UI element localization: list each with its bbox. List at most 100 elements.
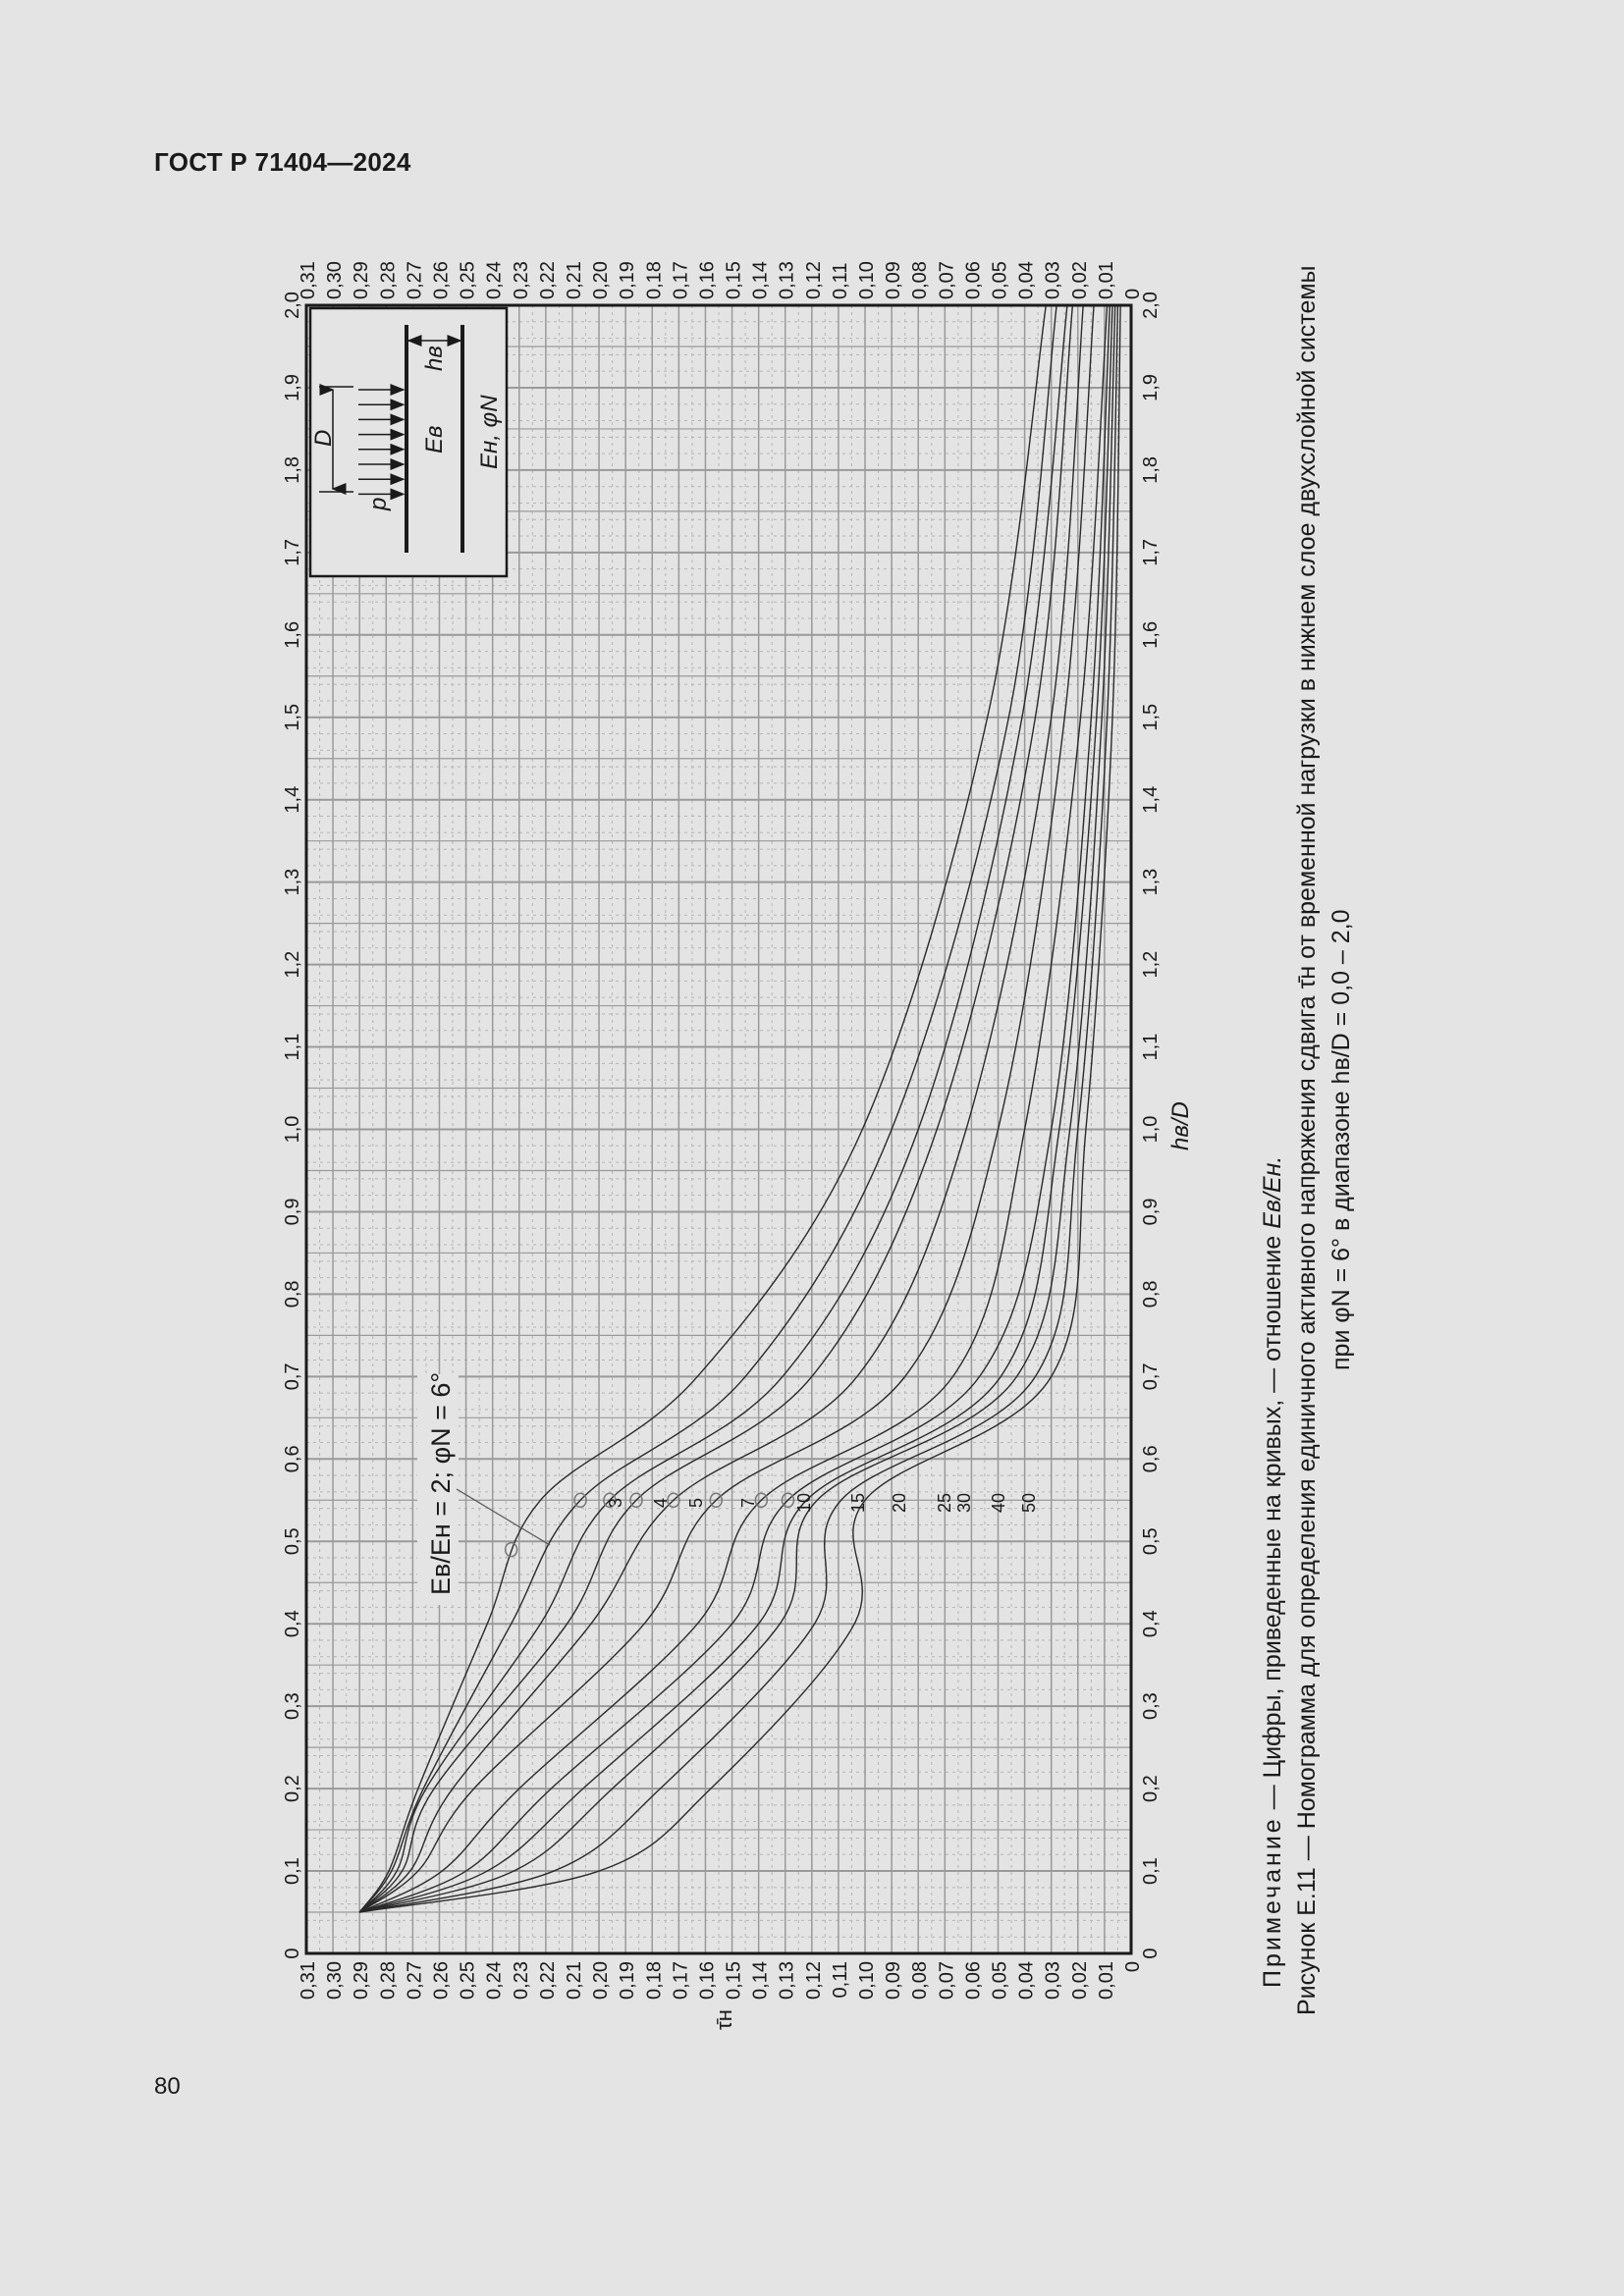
diameter-label: D <box>310 430 337 447</box>
svg-text:1,5: 1,5 <box>1140 704 1162 731</box>
tau-axis-label: τ̄н <box>712 2009 736 2030</box>
note-ratio: Eв/Eн. <box>1259 1155 1286 1229</box>
document-header: ГОСТ Р 71404—2024 <box>154 147 411 177</box>
thickness-label: hв <box>421 346 448 371</box>
svg-text:0,27: 0,27 <box>404 261 425 299</box>
curve-7 <box>358 304 1084 1913</box>
svg-text:1,3: 1,3 <box>1140 869 1162 896</box>
svg-text:0,15: 0,15 <box>724 261 745 299</box>
svg-text:0,16: 0,16 <box>696 1961 718 2000</box>
svg-text:0,14: 0,14 <box>750 1961 772 2000</box>
svg-text:0,21: 0,21 <box>564 1961 585 2000</box>
svg-text:0,18: 0,18 <box>643 1961 665 2000</box>
load-label: p <box>365 498 392 511</box>
svg-text:1,1: 1,1 <box>1140 1034 1162 1061</box>
svg-text:0,7: 0,7 <box>282 1362 303 1390</box>
svg-text:0,30: 0,30 <box>324 261 346 299</box>
svg-text:0,13: 0,13 <box>777 1961 798 2000</box>
curve-15 <box>358 304 1109 1913</box>
svg-text:0,18: 0,18 <box>643 261 665 299</box>
curve-3 <box>358 304 1057 1913</box>
svg-text:1,6: 1,6 <box>282 621 303 649</box>
svg-text:0,2: 0,2 <box>282 1775 303 1802</box>
svg-text:1,1: 1,1 <box>282 1034 303 1061</box>
svg-text:0,26: 0,26 <box>430 261 452 299</box>
svg-text:1,7: 1,7 <box>282 539 303 566</box>
svg-text:0,19: 0,19 <box>617 261 638 299</box>
svg-text:0,5: 0,5 <box>282 1527 303 1555</box>
curve-5 <box>358 304 1074 1913</box>
svg-text:1,5: 1,5 <box>282 704 303 731</box>
svg-text:0: 0 <box>1122 289 1144 299</box>
svg-text:1,0: 1,0 <box>1140 1116 1162 1144</box>
svg-text:0,31: 0,31 <box>298 261 319 299</box>
curve-marker <box>629 1492 643 1509</box>
svg-text:0,03: 0,03 <box>1043 1961 1064 2000</box>
inset-diagram: p D hв Eв Eн, φN <box>308 306 509 578</box>
svg-text:0,14: 0,14 <box>750 261 772 299</box>
curve-label: 40 <box>989 1493 1008 1513</box>
svg-text:1,9: 1,9 <box>282 374 303 401</box>
svg-text:0,10: 0,10 <box>856 261 878 299</box>
curve-label: 25 <box>935 1493 954 1513</box>
svg-text:0,31: 0,31 <box>298 1961 319 2000</box>
figure-note: Примечание — Цифры, приведенные на кривы… <box>1259 1156 1287 1988</box>
curve-40 <box>359 304 1119 1913</box>
curve-marker <box>504 1541 518 1558</box>
curve-markers: 3 4 5 7 10 15 20 25 30 40 50 <box>504 1492 1039 1558</box>
svg-text:0,19: 0,19 <box>617 1961 638 2000</box>
svg-text:Eв/Eн = 2; φN = 6°: Eв/Eн = 2; φN = 6° <box>426 1372 456 1595</box>
svg-text:1,4: 1,4 <box>1140 786 1162 814</box>
svg-text:0,24: 0,24 <box>484 261 506 299</box>
chart-annotation: Eв/Eн = 2; φN = 6° <box>417 1372 551 1605</box>
curve-20 <box>358 304 1111 1913</box>
svg-text:0,10: 0,10 <box>856 1961 878 2000</box>
svg-text:1,4: 1,4 <box>282 786 303 814</box>
note-prefix: Примечание <box>1259 1816 1286 1988</box>
curve-label: 30 <box>954 1493 974 1513</box>
svg-text:1,6: 1,6 <box>1140 621 1162 649</box>
svg-text:0,04: 0,04 <box>1016 261 1038 299</box>
svg-text:1,8: 1,8 <box>1140 456 1162 484</box>
svg-text:0,4: 0,4 <box>282 1610 303 1637</box>
svg-text:0,5: 0,5 <box>1140 1527 1162 1555</box>
figure-caption-line2: при φN = 6° в диапазоне hв/D = 0,0 – 2,0 <box>1327 909 1355 1370</box>
curve-marker <box>667 1492 680 1509</box>
svg-text:0,09: 0,09 <box>883 1961 904 2000</box>
svg-text:1,2: 1,2 <box>1140 951 1162 979</box>
curve-group <box>358 304 1121 1913</box>
note-text: — Цифры, приведенные на кривых, — отноше… <box>1259 1228 1286 1817</box>
svg-text:0,16: 0,16 <box>696 261 718 299</box>
svg-text:0,06: 0,06 <box>962 261 984 299</box>
svg-text:0,4: 0,4 <box>1140 1610 1162 1637</box>
svg-text:0,02: 0,02 <box>1069 1961 1091 2000</box>
svg-text:0,08: 0,08 <box>909 261 931 299</box>
svg-text:0,1: 0,1 <box>282 1857 303 1885</box>
svg-text:0,24: 0,24 <box>484 1961 506 2000</box>
svg-text:0,20: 0,20 <box>590 1961 612 2000</box>
curve-25 <box>358 304 1113 1913</box>
curve-label: 10 <box>794 1493 814 1513</box>
svg-text:0,11: 0,11 <box>830 263 851 299</box>
curve-label: 4 <box>651 1498 671 1508</box>
svg-text:0,6: 0,6 <box>1140 1445 1162 1472</box>
svg-text:0,9: 0,9 <box>282 1199 303 1226</box>
svg-text:0,08: 0,08 <box>909 1961 931 2000</box>
svg-text:1,2: 1,2 <box>282 951 303 979</box>
svg-text:0,27: 0,27 <box>404 1961 425 2000</box>
svg-text:0: 0 <box>282 1948 303 1958</box>
tau-axis-top-ticks: 00,010,020,030,040,050,060,070,080,090,1… <box>298 261 1144 299</box>
svg-text:0,12: 0,12 <box>803 261 825 299</box>
curve-2 <box>358 304 1047 1913</box>
curve-label: 15 <box>848 1493 868 1513</box>
svg-text:0,21: 0,21 <box>564 261 585 299</box>
svg-text:1,9: 1,9 <box>1140 374 1162 401</box>
load-arrows <box>358 384 406 501</box>
svg-text:0,03: 0,03 <box>1043 261 1064 299</box>
h-axis-right-ticks: 0 0,1 0,2 0,3 0,4 0,5 0,6 0,7 0,8 0,9 1,0 1,1 1,2 1,3… <box>1140 292 1162 1958</box>
svg-text:0,01: 0,01 <box>1096 1961 1117 2000</box>
figure-caption-line1: Рисунок Е.11 — Номограмма для определени… <box>1293 265 1321 2015</box>
svg-text:0,20: 0,20 <box>590 261 612 299</box>
curve-30 <box>359 304 1116 1913</box>
